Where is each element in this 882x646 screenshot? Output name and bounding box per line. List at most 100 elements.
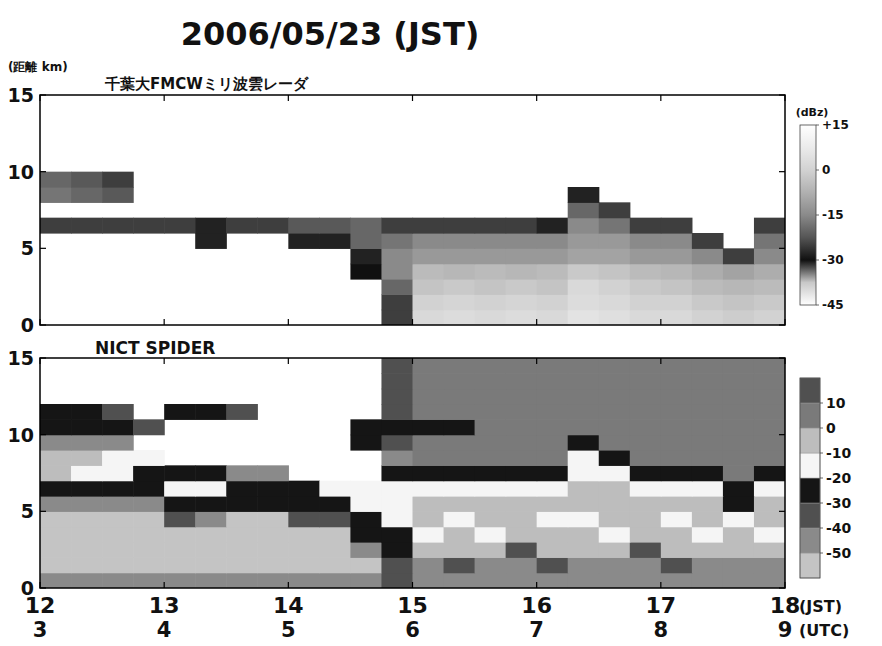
- x-tick: [660, 95, 661, 101]
- cell: [257, 557, 289, 573]
- cell: [164, 404, 196, 420]
- colorbar-tick: [820, 428, 823, 429]
- cell: [40, 542, 72, 558]
- y-tick: [40, 587, 46, 588]
- cell: [754, 389, 785, 405]
- cell: [506, 218, 538, 234]
- x-tick-label: 13: [149, 593, 180, 618]
- cell: [381, 389, 413, 405]
- x-tick: [660, 358, 661, 364]
- x-tick-label: 18: [770, 593, 801, 618]
- cell: [506, 233, 538, 249]
- cell: [350, 527, 382, 543]
- x-tick: [288, 358, 289, 364]
- cell: [537, 404, 569, 420]
- cell: [568, 450, 600, 466]
- x2-tick-label: 7: [529, 618, 544, 642]
- cell: [599, 358, 631, 374]
- cell: [133, 496, 165, 512]
- cell: [381, 496, 413, 512]
- cell: [475, 404, 507, 420]
- cell: [195, 465, 227, 481]
- cell: [475, 233, 507, 249]
- cell: [661, 248, 693, 264]
- plot-frame: [40, 95, 785, 325]
- cell: [475, 481, 507, 497]
- cell: [506, 310, 538, 325]
- cell: [257, 496, 289, 512]
- cell: [599, 450, 631, 466]
- cell: [40, 511, 72, 527]
- y-tick-label: 5: [21, 500, 34, 522]
- colorbar-tick-label: 10: [826, 395, 846, 411]
- cell: [599, 264, 631, 280]
- x-tick: [536, 358, 537, 364]
- cell: [381, 557, 413, 573]
- y-tick-label: 10: [8, 161, 34, 183]
- cell: [692, 542, 724, 558]
- cell: [71, 218, 103, 234]
- cell: [568, 358, 600, 374]
- cell: [381, 511, 413, 527]
- cell: [661, 373, 693, 389]
- cell: [537, 279, 569, 295]
- cell: [102, 404, 134, 420]
- y-tick: [40, 434, 46, 435]
- colorbar-tick: [816, 170, 819, 171]
- colorbar-tick-label: -50: [826, 545, 852, 561]
- cell: [444, 233, 476, 249]
- colorbar-tick: [820, 528, 823, 529]
- cell: [723, 465, 755, 481]
- cell: [319, 481, 351, 497]
- cell: [723, 573, 755, 588]
- cell: [133, 527, 165, 543]
- cell: [102, 172, 134, 188]
- cell: [692, 435, 724, 451]
- cell: [475, 527, 507, 543]
- cell: [630, 404, 662, 420]
- cell: [102, 527, 134, 543]
- cell: [723, 419, 755, 435]
- cell: [661, 358, 693, 374]
- cell: [444, 527, 476, 543]
- colorbar-tick-label: 0: [822, 163, 830, 177]
- cell: [661, 542, 693, 558]
- cell: [630, 233, 662, 249]
- x-tick: [784, 95, 785, 101]
- cell: [506, 465, 538, 481]
- x-tick: [660, 582, 661, 588]
- cell: [288, 542, 320, 558]
- cell: [133, 573, 165, 588]
- cell: [568, 542, 600, 558]
- cell: [381, 481, 413, 497]
- cell: [381, 573, 413, 588]
- cell: [630, 279, 662, 295]
- cell: [506, 279, 538, 295]
- y-tick: [779, 434, 785, 435]
- cell: [102, 542, 134, 558]
- cell: [754, 496, 785, 512]
- cell: [226, 481, 258, 497]
- cell: [723, 294, 755, 310]
- cell: [692, 233, 724, 249]
- colorbar-tick: [816, 125, 819, 126]
- cell: [413, 496, 445, 512]
- cell: [40, 435, 72, 451]
- cell: [381, 465, 413, 481]
- cells: [40, 358, 785, 588]
- cell: [506, 373, 538, 389]
- cell: [444, 542, 476, 558]
- cell: [288, 233, 320, 249]
- cell: [102, 218, 134, 234]
- cell: [257, 573, 289, 588]
- cell: [506, 358, 538, 374]
- cell: [288, 218, 320, 234]
- cell: [102, 435, 134, 451]
- cell: [102, 465, 134, 481]
- x2-tick-label: 4: [157, 618, 172, 642]
- cell: [537, 527, 569, 543]
- cell: [133, 450, 165, 466]
- cell: [350, 218, 382, 234]
- colorbar-frame: [800, 378, 820, 578]
- cell: [195, 233, 227, 249]
